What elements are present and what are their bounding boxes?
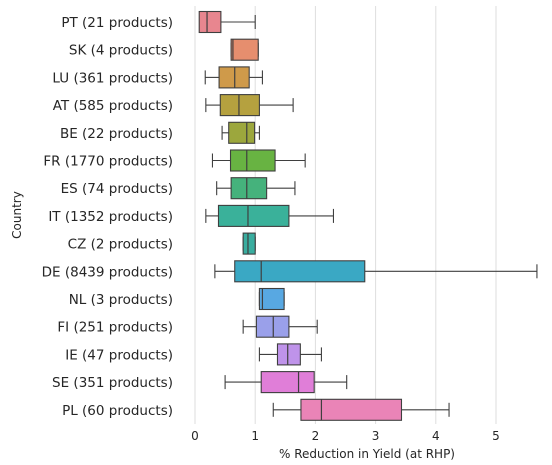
category-label: LU (361 products) [52, 70, 173, 86]
category-labels: PT (21 products) SK (4 products) LU (361 p… [42, 15, 173, 419]
x-axis-label: % Reduction in Yield (at RHP) [279, 447, 455, 461]
box [255, 315, 290, 338]
box [219, 94, 260, 117]
category-label: PL (60 products) [62, 403, 173, 419]
box-de [214, 260, 538, 283]
box [234, 260, 366, 283]
box [230, 177, 268, 200]
box-es [216, 177, 296, 200]
box [276, 343, 301, 366]
category-label: ES (74 products) [61, 181, 173, 197]
category-label: BE (22 products) [60, 126, 173, 142]
box-cz [242, 232, 256, 255]
box-sk [230, 38, 259, 61]
box-se [224, 371, 348, 394]
box [258, 287, 285, 311]
x-tick-label: 5 [492, 429, 500, 443]
box-fi [242, 315, 318, 338]
category-label: FR (1770 products) [43, 154, 173, 170]
box [300, 398, 403, 421]
boxes [198, 10, 538, 421]
box-it [205, 204, 335, 227]
box [228, 121, 256, 144]
box-nl [258, 287, 285, 311]
box [198, 10, 222, 34]
category-label: CZ (2 products) [68, 237, 173, 253]
x-tick-label: 1 [251, 429, 259, 443]
box-fr [211, 149, 306, 172]
box-pt [198, 10, 256, 34]
category-label: NL (3 products) [69, 292, 173, 308]
box-be [221, 121, 260, 144]
y-axis-label: Country [10, 191, 24, 239]
box-at [205, 94, 294, 117]
box [218, 66, 250, 89]
category-label: DE (8439 products) [42, 264, 173, 280]
x-tick-label: 3 [372, 429, 380, 443]
box [229, 149, 276, 172]
box [217, 204, 290, 227]
x-tick-label: 4 [432, 429, 440, 443]
box-ie [258, 343, 322, 366]
category-label: FI (251 products) [57, 320, 173, 336]
x-tick-label: 0 [191, 429, 199, 443]
category-label: IE (47 products) [65, 347, 173, 363]
category-label: IT (1352 products) [48, 209, 173, 225]
box [260, 371, 315, 394]
box [230, 38, 259, 61]
category-label: PT (21 products) [61, 15, 173, 31]
box [242, 232, 256, 255]
x-tick-labels: 0 1 2 3 4 5 [191, 429, 500, 443]
category-label: SE (351 products) [52, 375, 173, 391]
category-label: AT (585 products) [53, 98, 173, 114]
box-lu [204, 66, 263, 89]
x-tick-label: 2 [312, 429, 320, 443]
box-pl [272, 398, 450, 421]
category-label: SK (4 products) [69, 43, 173, 59]
